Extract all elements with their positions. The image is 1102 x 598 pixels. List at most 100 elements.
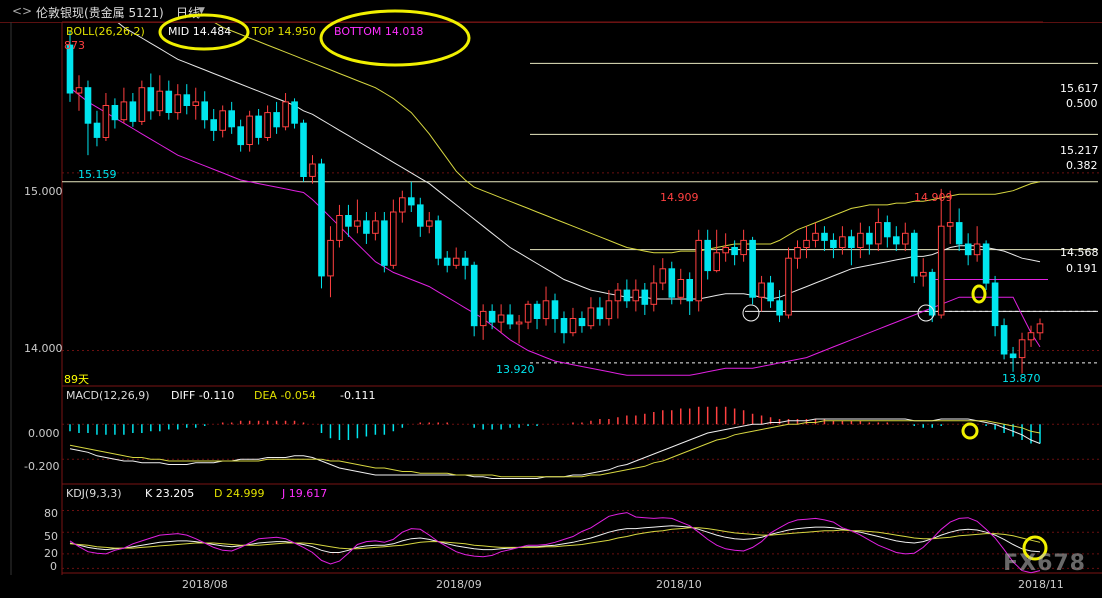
support-touch-1 [742,304,760,322]
candle-body-31 [345,215,352,227]
candle-body-108 [1036,323,1044,334]
candle-body-8 [138,87,146,122]
candle-body-26 [300,122,307,177]
boll-mid: MID 14.484 [168,25,232,38]
candle-body-107 [1027,332,1035,341]
candle-body-65 [650,282,658,305]
fib-price-1: 15.617 [1060,82,1099,95]
candle-body-59 [596,307,604,320]
annotation-high-nov: 14.909 [914,191,953,204]
macd-dea: DEA -0.054 [254,389,316,402]
macd-tick-0: 0.000 [28,427,60,440]
kdj-tick-80: 80 [44,507,58,520]
highlight-macd [961,422,979,440]
candle-body-100 [964,243,972,256]
candle-body-73 [722,247,730,254]
kdj-name: KDJ(9,3,3) [66,487,122,500]
candle-body-61 [614,289,622,302]
candle-body-74 [731,247,738,256]
candle-body-17 [219,110,226,131]
boll-name: BOLL(26,26,2) [66,25,145,38]
candle-body-56 [569,318,577,334]
candle-body-96 [928,271,936,316]
candle-body-99 [955,222,963,245]
macd-name: MACD(12,26,9) [66,389,150,402]
candle-body-57 [578,318,586,327]
candle-body-97 [937,225,945,316]
candle-body-64 [641,289,649,305]
date-tick-nov: 2018/11 [1018,578,1064,591]
candle-body-53 [542,300,550,320]
kdj-tick-20: 20 [44,547,58,560]
boll-bottom-line [69,87,1041,376]
candle-body-50 [515,321,523,325]
fib-price-2: 15.217 [1060,144,1099,157]
candle-body-81 [794,247,801,259]
candle-body-19 [237,126,244,146]
candle-body-90 [875,222,882,245]
candle-body-66 [659,268,667,284]
candle-body-93 [902,232,909,245]
candle-body-95 [920,271,927,277]
candle-body-103 [991,282,999,327]
candle-body-38 [408,197,415,206]
candle-body-98 [946,222,954,227]
candle-body-25 [291,101,298,124]
annotation-low-nov: 13.870 [1002,372,1041,385]
candle-body-79 [776,300,783,316]
candle-body-51 [524,303,532,323]
fib-ratio-2: 0.382 [1066,159,1098,172]
boll-bottom: BOTTOM 14.018 [334,25,424,38]
candle-body-44 [461,257,469,266]
candle-body-83 [812,232,819,241]
macd-diff-line [69,418,1041,479]
candle-body-102 [982,243,990,284]
candle-body-42 [443,257,451,266]
candle-body-5 [111,105,119,121]
candle-body-37 [399,197,406,213]
candle-body-43 [452,257,460,266]
kdj-d-line [69,527,1041,550]
candle-body-3 [93,122,101,138]
macd-value: -0.111 [340,389,376,402]
candle-body-86 [839,236,846,249]
candle-body-70 [695,239,703,302]
candle-body-41 [435,220,442,259]
candle-body-34 [372,220,379,234]
kdj-k-line [69,525,1041,553]
candle-body-12 [174,94,182,114]
macd-dea-line [69,420,1041,478]
candle-body-36 [390,211,397,266]
boll-top-line [214,23,1041,254]
candle-body-13 [183,94,191,107]
kdj-j-line [69,512,1041,574]
candle-body-22 [264,112,271,138]
candle-body-18 [228,110,235,128]
candle-body-88 [857,232,864,249]
candle-body-24 [282,101,289,128]
candle-body-9 [147,87,155,112]
candle-body-77 [758,282,765,298]
price-tick-14: 14.000 [24,342,63,355]
candle-body-39 [417,204,424,227]
candle-body-4 [102,105,110,138]
boll-mid-line [117,23,1041,300]
kdj-k: K 23.205 [145,487,195,500]
nav-arrows[interactable]: <> [12,4,33,18]
candle-body-84 [821,232,828,241]
candle-body-68 [677,279,685,298]
candles [66,30,1044,374]
candle-body-20 [246,115,253,145]
candle-body-106 [1018,339,1026,359]
kdj-tick-50: 50 [44,530,58,543]
candle-body-62 [623,289,631,302]
annotation-high-left: 15.159 [78,168,117,181]
candle-body-91 [884,222,891,238]
candle-body-0 [66,44,74,94]
candle-body-85 [830,239,837,248]
support-touch-2 [917,304,935,322]
period-chevron-icon[interactable]: ▼ [198,6,205,16]
candle-body-71 [704,239,712,272]
candle-body-87 [848,236,855,249]
